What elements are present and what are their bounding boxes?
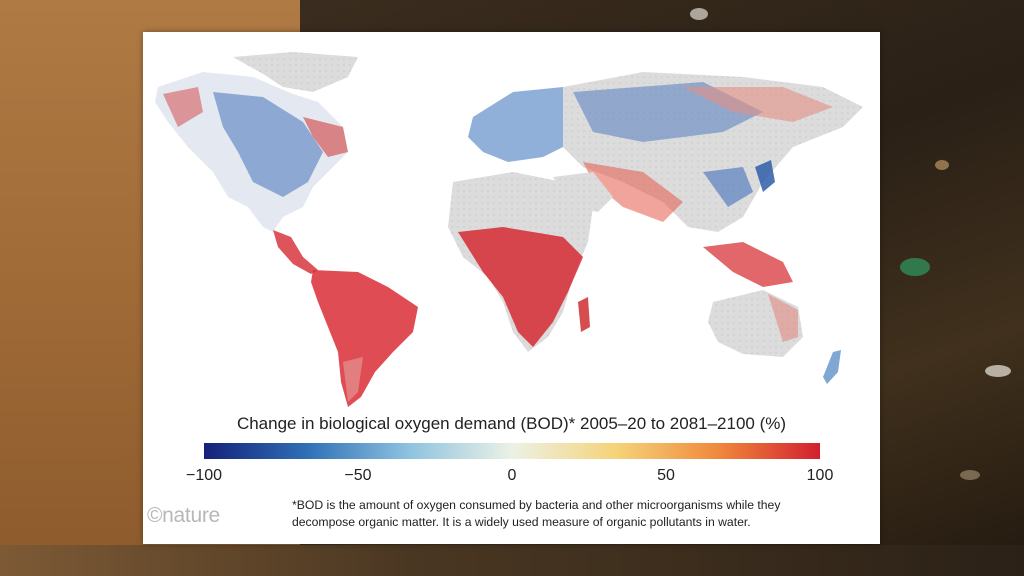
madagascar xyxy=(578,297,590,332)
colorbar-tick-label: 50 xyxy=(657,467,675,484)
debris-item xyxy=(935,160,949,170)
south-asia-increase-region xyxy=(583,162,683,222)
greenland xyxy=(233,52,358,92)
canada-east-increase-region xyxy=(303,117,348,157)
legend-title: Change in biological oxygen demand (BOD)… xyxy=(236,414,787,433)
south-america xyxy=(311,270,418,407)
northeast-asia-increase-region xyxy=(683,87,833,122)
nature-credit-logo: ©nature xyxy=(147,504,220,527)
australia-east-region xyxy=(768,294,798,342)
middle-east xyxy=(553,172,613,212)
footnote: *BOD is the amount of oxygen consumed by… xyxy=(292,497,877,531)
alaska-increase-region xyxy=(163,87,203,127)
debris-item xyxy=(900,258,930,276)
world-map xyxy=(155,52,863,407)
colorbar xyxy=(204,443,820,459)
north-america-decrease-region xyxy=(213,92,323,197)
southeast-asia xyxy=(703,242,793,287)
central-america xyxy=(273,230,318,274)
footnote-line: decompose organic matter. It is a widely… xyxy=(292,515,751,529)
colorbar-tick-label: 100 xyxy=(806,467,834,484)
debris-item xyxy=(985,365,1011,377)
south-america-south-region xyxy=(343,357,363,402)
footnote-line: *BOD is the amount of oxygen consumed by… xyxy=(292,498,781,512)
japan xyxy=(755,160,775,192)
colorbar-tick-label: −50 xyxy=(344,467,372,484)
europe xyxy=(468,87,583,162)
shoreline-area xyxy=(0,545,1024,576)
colorbar-tick-label: 0 xyxy=(507,467,517,484)
debris-item xyxy=(960,470,980,480)
east-china-decrease-region xyxy=(703,167,753,207)
sub-saharan-increase-region xyxy=(458,227,583,347)
figure-card: Change in biological oxygen demand (BOD)… xyxy=(143,32,880,544)
new-zealand xyxy=(823,350,841,384)
colorbar-tick-label: −100 xyxy=(185,467,223,484)
debris-item xyxy=(690,8,708,20)
